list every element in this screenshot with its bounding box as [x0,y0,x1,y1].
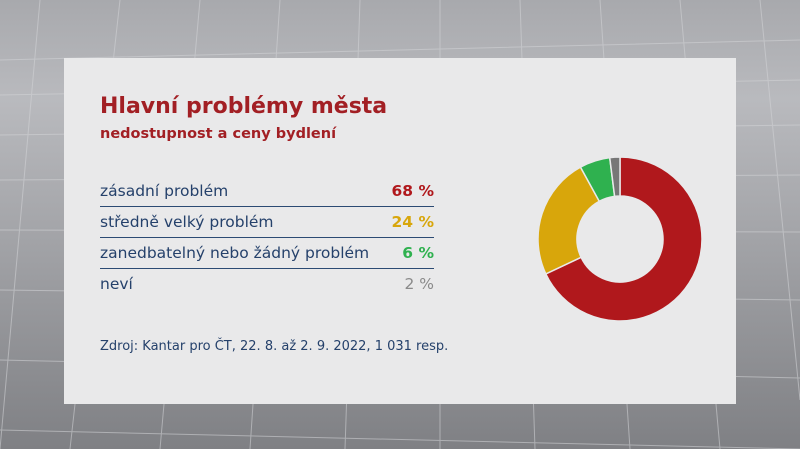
donut-slice [537,166,601,275]
legend-label: neví [100,275,133,293]
legend-label: zásadní problém [100,182,229,200]
source-note: Zdroj: Kantar pro ČT, 22. 8. až 2. 9. 20… [100,339,449,354]
legend-table: zásadní problém 68 % středně velký probl… [100,176,434,299]
infographic-card: Hlavní problémy města nedostupnost a cen… [64,58,736,404]
donut-slice [544,156,703,322]
legend-row: středně velký problém 24 % [100,207,434,238]
chart-title: Hlavní problémy města [100,94,388,119]
legend-row: neví 2 % [100,269,434,299]
legend-value: 6 % [402,244,434,262]
legend-value: 68 % [391,182,435,200]
legend-row: zanedbatelný nebo žádný problém 6 % [100,238,434,269]
legend-value: 24 % [391,213,435,231]
donut-slice [608,156,621,198]
donut-chart [537,156,703,322]
legend-value: 2 % [404,275,434,293]
chart-subtitle: nedostupnost a ceny bydlení [100,126,337,142]
legend-row: zásadní problém 68 % [100,176,434,207]
legend-label: středně velký problém [100,213,274,231]
legend-label: zanedbatelný nebo žádný problém [100,244,370,262]
